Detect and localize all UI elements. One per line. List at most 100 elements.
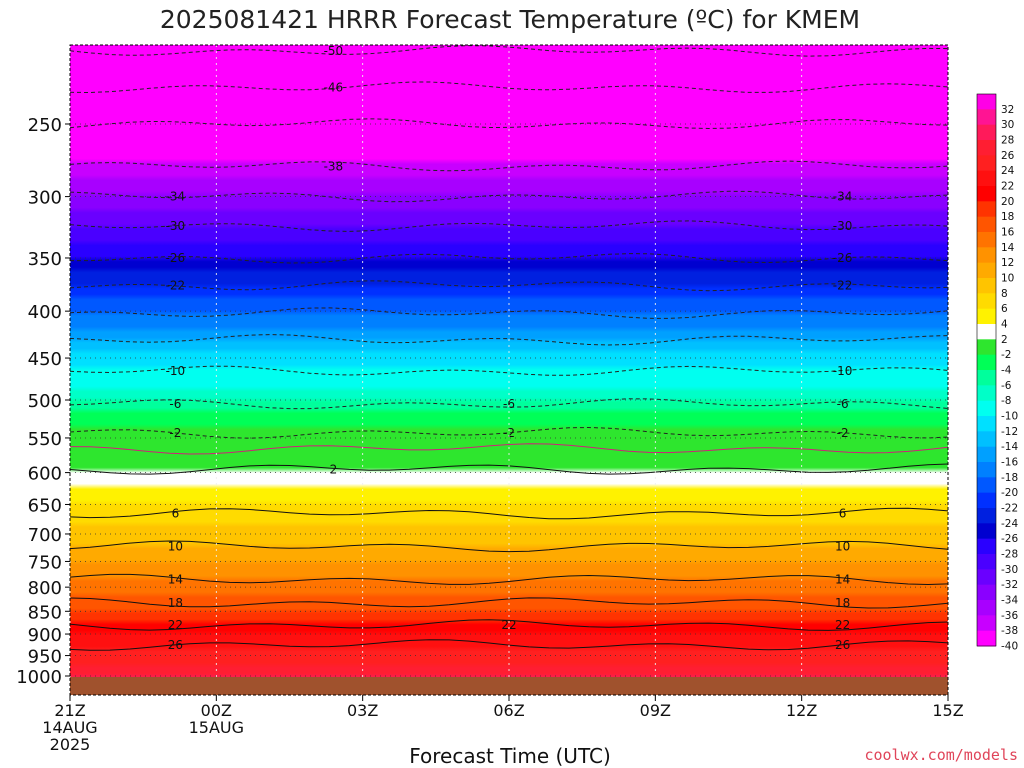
colorbar-label: 28 xyxy=(1001,135,1014,147)
colorbar-swatch xyxy=(977,584,996,601)
colorbar-swatch xyxy=(977,94,996,110)
colorbar-label: 24 xyxy=(1001,165,1015,177)
isotherm-label: -26 xyxy=(833,251,853,265)
colorbar-label: 4 xyxy=(1001,319,1008,331)
y-tick-label: 950 xyxy=(28,647,62,668)
isotherm-label: 26 xyxy=(835,638,850,652)
colorbar-label: -14 xyxy=(1001,441,1018,453)
colorbar-label: -38 xyxy=(1001,625,1018,637)
isotherm-label: -22 xyxy=(833,278,853,292)
isotherm-label: -22 xyxy=(166,278,186,292)
colorbar-swatch xyxy=(977,630,996,647)
colorbar-label: 30 xyxy=(1001,119,1014,131)
colorbar-label: -30 xyxy=(1001,564,1018,576)
colorbar-swatch xyxy=(977,600,996,616)
colorbar-swatch xyxy=(977,400,996,417)
y-tick-label: 550 xyxy=(28,429,62,450)
colorbar-swatch xyxy=(977,247,996,264)
pressure-axis: 2503003504004505005506006507007508008509… xyxy=(16,115,70,688)
isotherm-label: -6 xyxy=(837,397,849,411)
isotherm-label: 22 xyxy=(168,618,183,632)
y-tick-label: 1000 xyxy=(16,667,62,688)
colorbar-swatch xyxy=(977,615,996,632)
isotherm-label: 18 xyxy=(168,596,183,610)
colorbar-swatch xyxy=(977,385,996,402)
isotherm-label: 14 xyxy=(835,573,850,587)
colorbar-label: -22 xyxy=(1001,503,1018,515)
colorbar-swatch xyxy=(977,538,996,555)
isotherm-label: -38 xyxy=(324,159,344,173)
colorbar-swatch xyxy=(977,523,996,540)
y-tick-label: 450 xyxy=(28,349,62,370)
colorbar-swatch xyxy=(977,293,996,310)
isotherm-22 xyxy=(70,619,948,631)
colorbar-swatch xyxy=(977,232,996,248)
colorbar-label: -4 xyxy=(1001,365,1012,377)
plot-area: -50-46-38-34 -34-30 -30-26 -26-22 -22-10 -10-… xyxy=(70,45,948,695)
isotherm-label: 22 xyxy=(501,618,516,632)
y-tick-label: 300 xyxy=(28,188,62,209)
colorbar-swatch xyxy=(977,416,996,432)
colorbar-swatch xyxy=(977,370,996,386)
y-tick-label: 600 xyxy=(28,464,62,485)
x-tick-label: 21Z xyxy=(54,701,85,720)
colorbar-label: -32 xyxy=(1001,579,1018,591)
colorbar-label: -2 xyxy=(1001,349,1011,361)
colorbar-swatch xyxy=(977,308,996,325)
y-tick-label: 650 xyxy=(28,496,62,517)
colorbar-swatch xyxy=(977,446,996,463)
isotherm-label: -6 xyxy=(503,397,515,411)
y-tick-label: 900 xyxy=(28,625,62,646)
isotherm-label: -2 xyxy=(837,426,849,440)
colorbar-swatch xyxy=(977,508,996,524)
colorbar: 32 30 28 26 24 22 20 18 16 14 12 10 8 6 4 2 -2 -4 -6 -8 -10 -… xyxy=(976,93,1018,653)
colorbar-label: -8 xyxy=(1001,395,1011,407)
colorbar-label: -28 xyxy=(1001,549,1018,561)
colorbar-label: 8 xyxy=(1001,288,1008,300)
colorbar-label: 14 xyxy=(1001,242,1015,254)
pressure-gridlines xyxy=(70,45,948,695)
ground-band xyxy=(70,677,948,695)
credit-text: coolwx.com/models xyxy=(864,746,1018,764)
colorbar-swatch xyxy=(977,554,996,570)
colorbar-label: -12 xyxy=(1001,426,1018,438)
colorbar-swatch xyxy=(977,324,996,340)
colorbar-label: -24 xyxy=(1001,518,1018,530)
colorbar-label: 26 xyxy=(1001,150,1015,162)
y-tick-label: 750 xyxy=(28,552,62,573)
colorbar-swatch xyxy=(977,262,996,279)
y-tick-label: 700 xyxy=(28,525,62,546)
isotherm-label: 10 xyxy=(835,539,850,553)
isotherm-lines: -50-46-38-34 -34-30 -30-26 -26-22 -22-10 -10-… xyxy=(70,45,948,652)
colorbar-label: -10 xyxy=(1001,411,1018,423)
colorbar-label: -20 xyxy=(1001,487,1018,499)
colorbar-label: -26 xyxy=(1001,533,1018,545)
colorbar-swatch xyxy=(977,354,996,371)
colorbar-label: -40 xyxy=(1001,641,1018,653)
colorbar-label: 16 xyxy=(1001,227,1015,239)
isotherm-label: -2 xyxy=(503,426,515,440)
colorbar-swatch xyxy=(977,569,996,586)
colorbar-label: 10 xyxy=(1001,273,1014,285)
colorbar-label: -16 xyxy=(1001,457,1018,469)
x-tick-label: 2025 xyxy=(50,735,91,754)
x-tick-label: 15Z xyxy=(932,701,963,720)
colorbar-label: -18 xyxy=(1001,472,1018,484)
colorbar-swatch xyxy=(977,109,996,126)
isotherm-label: 18 xyxy=(835,596,850,610)
colorbar-swatch xyxy=(977,140,996,156)
x-tick-label: 09Z xyxy=(640,701,671,720)
chart-title: 2025081421 HRRR Forecast Temperature (ºC… xyxy=(160,5,860,34)
isotherm-label: -10 xyxy=(166,364,186,378)
isotherm-label: 14 xyxy=(168,573,183,587)
colorbar-label: 20 xyxy=(1001,196,1014,208)
isotherm-label: -30 xyxy=(833,219,853,233)
x-tick-label: 03Z xyxy=(347,701,378,720)
isotherm-label: -30 xyxy=(166,219,186,233)
x-tick-label: 06Z xyxy=(493,701,524,720)
y-tick-label: 800 xyxy=(28,578,62,599)
colorbar-label: 18 xyxy=(1001,211,1014,223)
colorbar-swatch xyxy=(977,155,996,172)
colorbar-label: 2 xyxy=(1001,334,1008,346)
